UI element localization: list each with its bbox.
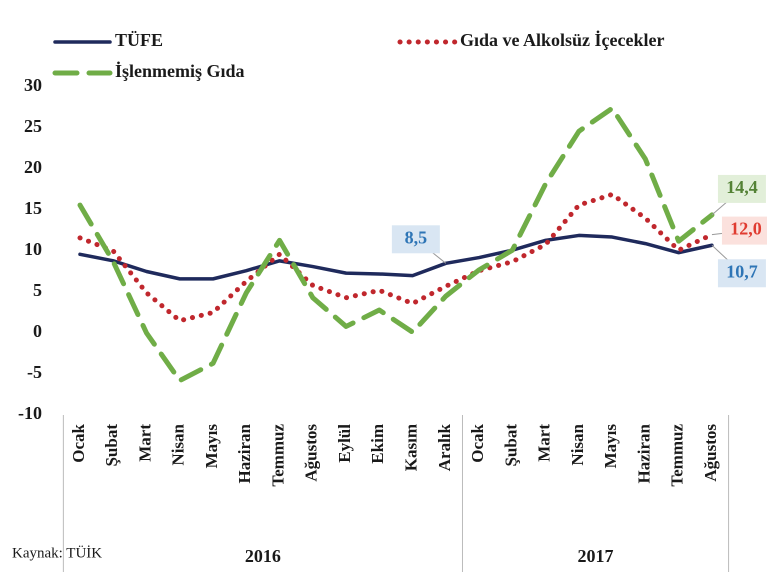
y-tick-label: 15 [24, 198, 42, 218]
source: Kaynak: TÜİK [12, 544, 102, 561]
y-tick-label: -5 [27, 362, 42, 382]
data-label: 14,4 [726, 177, 758, 197]
legend-label: Gıda ve Alkolsüz İçecekler [460, 30, 664, 50]
x-tick-label: Şubat [501, 424, 520, 467]
year-label: 2017 [578, 546, 614, 566]
label-box [721, 216, 767, 245]
x-tick-label: Ağustos [302, 424, 321, 482]
x-tick-label: Ocak [69, 423, 88, 462]
x-tick-label: Nisan [568, 423, 587, 465]
y-tick-label: 0 [33, 321, 42, 341]
x-tick-label: Haziran [235, 423, 254, 483]
y-tick-label: 10 [24, 239, 42, 259]
x-tick-label: Ağustos [701, 424, 720, 482]
legend-label: İşlenmemiş Gıda [115, 61, 245, 81]
x-tick-label: Temmuz [268, 424, 287, 487]
y-tick-label: 20 [24, 157, 42, 177]
label-box [391, 225, 440, 254]
label-box [717, 259, 766, 288]
label-box [717, 174, 766, 203]
data-label: 10,7 [726, 261, 758, 281]
y-tick-label: 25 [24, 116, 42, 136]
x-tick-label: Mayıs [202, 424, 221, 469]
y-tick-label: 30 [24, 75, 42, 95]
x-tick-label: Ocak [468, 423, 487, 462]
y-tick-label: -10 [18, 403, 42, 423]
x-tick-label: Eylül [335, 424, 354, 463]
y-tick-label: 5 [33, 280, 42, 300]
x-tick-label: Temmuz [668, 424, 687, 487]
x-tick-label: Kasım [402, 424, 421, 471]
x-tick-label: Aralık [435, 423, 454, 471]
data-label: 8,5 [405, 227, 428, 247]
series-line [78, 233, 714, 281]
x-tick-label: Mayıs [601, 424, 620, 469]
year-label: 2016 [245, 546, 281, 566]
series-line [77, 191, 715, 324]
x-tick-label: Nisan [169, 423, 188, 465]
x-tick-label: Mart [135, 424, 154, 462]
legend-label: TÜFE [115, 30, 163, 50]
x-tick-label: Haziran [634, 423, 653, 483]
x-tick-label: Mart [535, 424, 554, 462]
data-label: 12,0 [730, 219, 762, 239]
x-tick-label: Ekim [368, 424, 387, 464]
series-line [77, 105, 715, 384]
x-tick-label: Şubat [102, 424, 121, 467]
